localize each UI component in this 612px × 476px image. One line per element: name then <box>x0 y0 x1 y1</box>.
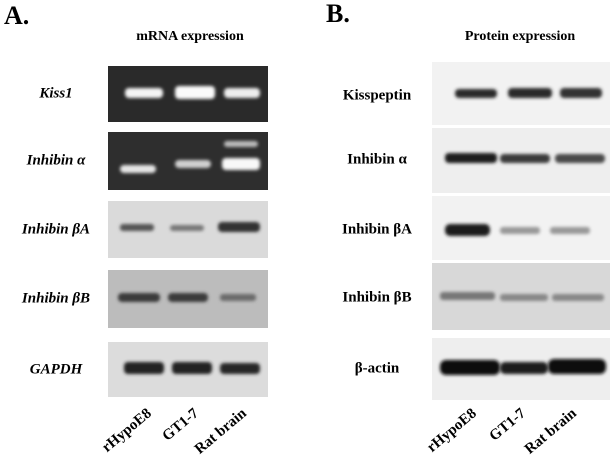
panel-label: B. <box>326 0 350 28</box>
row-label: GAPDH <box>30 361 84 377</box>
row-label: Kiss1 <box>38 85 72 101</box>
row-label: Inhibin βB <box>21 290 90 306</box>
panel-label: A. <box>4 1 29 30</box>
row-label: Inhibin βB <box>342 289 411 305</box>
lane-label: Rat brain <box>522 405 580 458</box>
panel-title: mRNA expression <box>136 29 244 44</box>
lane-label: GT1-7 <box>487 405 530 444</box>
row-label: β-actin <box>355 360 400 376</box>
row-label: Inhibin α <box>26 152 86 168</box>
lane-label: rHypoE8 <box>99 405 155 455</box>
row-label: Inhibin α <box>347 151 407 167</box>
lane-label: Rat brain <box>192 405 250 458</box>
lane-label: GT1-7 <box>160 405 203 444</box>
row-label: Inhibin βA <box>21 221 90 237</box>
row-label: Kisspeptin <box>343 87 412 103</box>
panel-title: Protein expression <box>465 29 576 44</box>
blot-b <box>432 62 610 400</box>
row-label: Inhibin βA <box>342 221 412 237</box>
gel-a <box>108 66 268 397</box>
lane-label: rHypoE8 <box>424 405 480 455</box>
